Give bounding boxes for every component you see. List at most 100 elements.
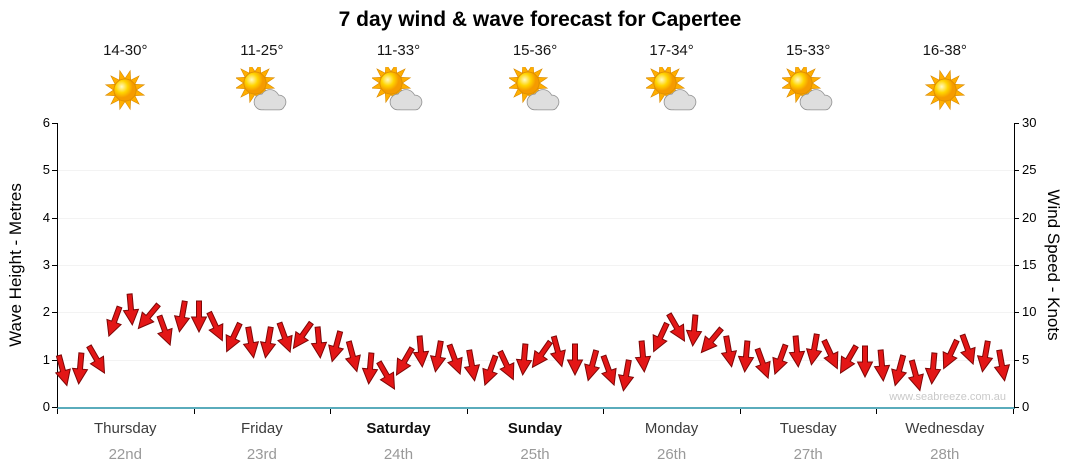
day-date: 22nd: [108, 446, 142, 463]
chart-title: 7 day wind & wave forecast for Capertee: [338, 8, 742, 31]
left-axis-tick: [52, 265, 57, 266]
day-boundary-tick: [467, 409, 468, 414]
wind-arrow-icon: [805, 333, 823, 367]
wind-arrow-icon: [701, 326, 725, 354]
wind-arrow: [765, 341, 794, 379]
wind-arrow-icon: [600, 354, 617, 387]
wind-arrow: [130, 298, 166, 336]
right-axis-tick-label: 0: [1022, 399, 1030, 414]
wind-arrow: [340, 338, 366, 376]
wind-arrow-icon: [531, 339, 553, 369]
wind-arrow-icon: [976, 340, 993, 373]
partly-cloudy-icon-cell: [330, 67, 467, 113]
day-temp-range: 14-30°: [103, 42, 148, 59]
day-name: Monday: [644, 420, 699, 437]
wind-arrow-icon: [122, 292, 140, 326]
gridline: [58, 312, 1014, 314]
wind-arrow: [256, 324, 280, 361]
day-date: 26th: [657, 446, 687, 463]
wind-arrow: [886, 352, 912, 390]
wind-arrow-icon: [549, 335, 566, 368]
wind-arrow: [786, 334, 807, 369]
right-axis-tick: [1014, 218, 1019, 219]
wind-arrow: [218, 319, 249, 357]
wind-arrow: [285, 317, 319, 355]
right-axis-tick: [1014, 123, 1019, 124]
right-axis-tick-label: 20: [1022, 210, 1037, 225]
day-boundary-tick: [330, 409, 331, 414]
day-name: Thursday: [94, 420, 157, 437]
day-boundary-tick: [603, 409, 604, 414]
watermark: www.seabreeze.com.au: [889, 391, 1006, 403]
left-axis-tick-label: 6: [42, 115, 50, 130]
wind-arrow: [717, 334, 741, 371]
wind-arrow-icon: [788, 335, 806, 369]
wind-arrow-icon: [993, 349, 1010, 383]
wind-arrow-icon: [292, 320, 314, 350]
day-name: Tuesday: [779, 420, 837, 437]
wind-arrow-icon: [174, 300, 191, 333]
weather-icons-row: [57, 64, 1013, 116]
day-temp-range: 17-34°: [649, 42, 694, 59]
wind-arrow: [69, 351, 90, 386]
day-boundary-tick: [876, 409, 877, 414]
right-axis-tick: [1014, 407, 1019, 408]
sunny-icon-cell: [876, 67, 1013, 113]
sun-behind-cloud-icon: [372, 67, 423, 111]
wind-arrow: [579, 348, 605, 386]
gridline: [58, 170, 1014, 172]
day-date: 23rd: [246, 446, 277, 463]
wind-arrow-icon: [344, 340, 361, 373]
wind-arrow: [802, 332, 826, 369]
right-axis-tick-label: 30: [1022, 115, 1037, 130]
partly-cloudy-icon-cell: [740, 67, 877, 113]
wind-arrow: [190, 300, 208, 334]
wind-arrow-icon: [137, 302, 161, 330]
wind-arrow: [81, 340, 114, 378]
wind-arrow-icon: [376, 360, 396, 390]
wind-arrow-icon: [259, 325, 276, 359]
day-temp-range: 11-33°: [376, 42, 421, 59]
left-axis-tick: [52, 312, 57, 313]
wind-arrow: [121, 292, 142, 327]
wind-arrow-icon: [54, 354, 71, 387]
wind-arrow-icon: [106, 305, 123, 337]
wind-arrow-icon: [206, 310, 224, 342]
wind-arrow-icon: [242, 325, 259, 359]
right-axis-tick-label: 25: [1022, 162, 1037, 177]
wind-arrow-icon: [891, 354, 908, 387]
wind-arrow: [735, 339, 756, 374]
wind-arrow: [816, 336, 847, 374]
wind-arrow: [645, 319, 676, 357]
wind-arrow: [513, 342, 534, 377]
day-dates-row: 22nd 23rd 24th 25th 26th 27th 28th: [57, 446, 1013, 463]
wind-arrow: [566, 343, 584, 377]
wind-arrow: [308, 325, 329, 360]
left-axis-tick-label: 1: [42, 352, 50, 367]
wind-arrow-icon: [361, 352, 379, 386]
wind-arrow-icon: [310, 325, 328, 359]
wind-arrow-icon: [566, 343, 584, 376]
wind-arrow: [491, 347, 522, 385]
wind-arrow-icon: [772, 343, 789, 375]
wind-arrow-icon: [617, 359, 635, 392]
sun-behind-cloud-icon: [782, 67, 833, 111]
wind-arrow: [614, 357, 638, 394]
wind-arrow-icon: [190, 300, 208, 334]
wind-arrow-icon: [634, 340, 652, 373]
left-axis-tick: [52, 218, 57, 219]
wind-arrow: [872, 349, 893, 384]
wind-arrow: [684, 314, 705, 349]
left-axis-tick-label: 4: [42, 210, 50, 225]
wind-arrow-icon: [446, 343, 463, 375]
wind-arrow-icon: [496, 350, 514, 381]
wind-arrow: [661, 309, 694, 347]
day-name: Sunday: [507, 420, 563, 437]
right-axis-tick: [1014, 360, 1019, 361]
right-axis-tick-label: 5: [1022, 352, 1030, 367]
wind-arrow-icon: [821, 338, 839, 370]
wind-arrow: [935, 336, 966, 374]
day-boundary-tick: [57, 409, 58, 414]
partly-cloudy-icon-cell: [467, 67, 604, 113]
